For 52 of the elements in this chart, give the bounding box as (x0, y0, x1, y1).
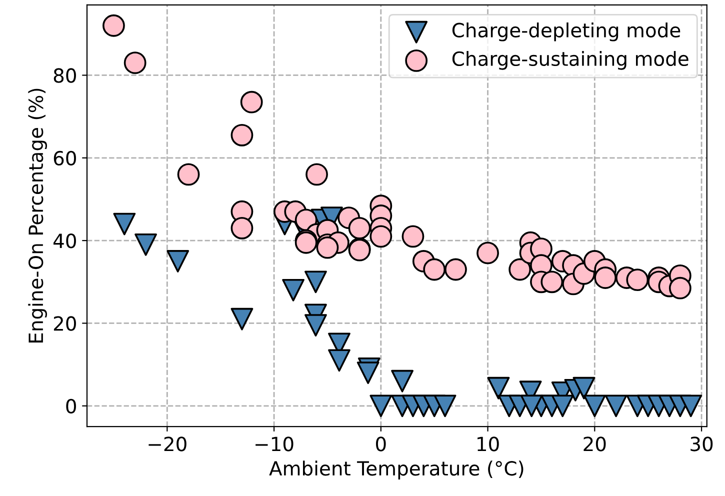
point (626, 268, 649, 292)
x-tick-label: 20 (584, 436, 606, 452)
point (680, 394, 702, 418)
point (434, 394, 456, 418)
point (402, 225, 424, 248)
point (370, 225, 392, 248)
legend-label: Charge-sustaining mode (452, 51, 688, 70)
x-tick-label: −20 (148, 436, 186, 452)
point (113, 212, 136, 236)
x-axis-title: Ambient Temperature (°C) (269, 460, 524, 480)
point (540, 270, 564, 294)
point (391, 370, 414, 392)
point (166, 250, 190, 272)
point (102, 14, 125, 37)
x-tick-label: 10 (478, 436, 499, 452)
point (370, 394, 392, 418)
point (282, 278, 304, 302)
point (572, 376, 596, 400)
point (508, 258, 532, 281)
legend-label: Charge-depleting mode (452, 22, 680, 42)
y-axis-title: Engine-On Percentage (%) (28, 88, 47, 342)
point (356, 362, 380, 384)
point (328, 349, 350, 372)
point (551, 394, 574, 418)
point (230, 216, 254, 240)
point (306, 163, 328, 186)
point (124, 52, 146, 74)
point (487, 376, 510, 400)
point (240, 90, 263, 114)
y-tick-label: 0 (66, 398, 76, 414)
point (348, 216, 371, 240)
point (583, 394, 606, 418)
y-tick-label: 60 (54, 150, 76, 166)
point (304, 270, 327, 294)
point (423, 258, 446, 281)
y-tick-label: 40 (53, 234, 76, 248)
y-tick-label: 20 (54, 316, 76, 331)
point (520, 394, 543, 418)
point (444, 258, 467, 281)
point (230, 124, 254, 146)
x-tick-label: 0 (376, 436, 386, 452)
point (668, 276, 692, 300)
x-tick-label: 30 (690, 436, 713, 452)
point (594, 266, 617, 289)
y-tick-label: 80 (54, 68, 76, 83)
point (304, 314, 327, 336)
point (230, 308, 254, 330)
x-tick-label: −10 (256, 436, 294, 452)
point (604, 394, 628, 418)
point (177, 163, 200, 186)
point (134, 233, 157, 256)
point (476, 242, 499, 264)
